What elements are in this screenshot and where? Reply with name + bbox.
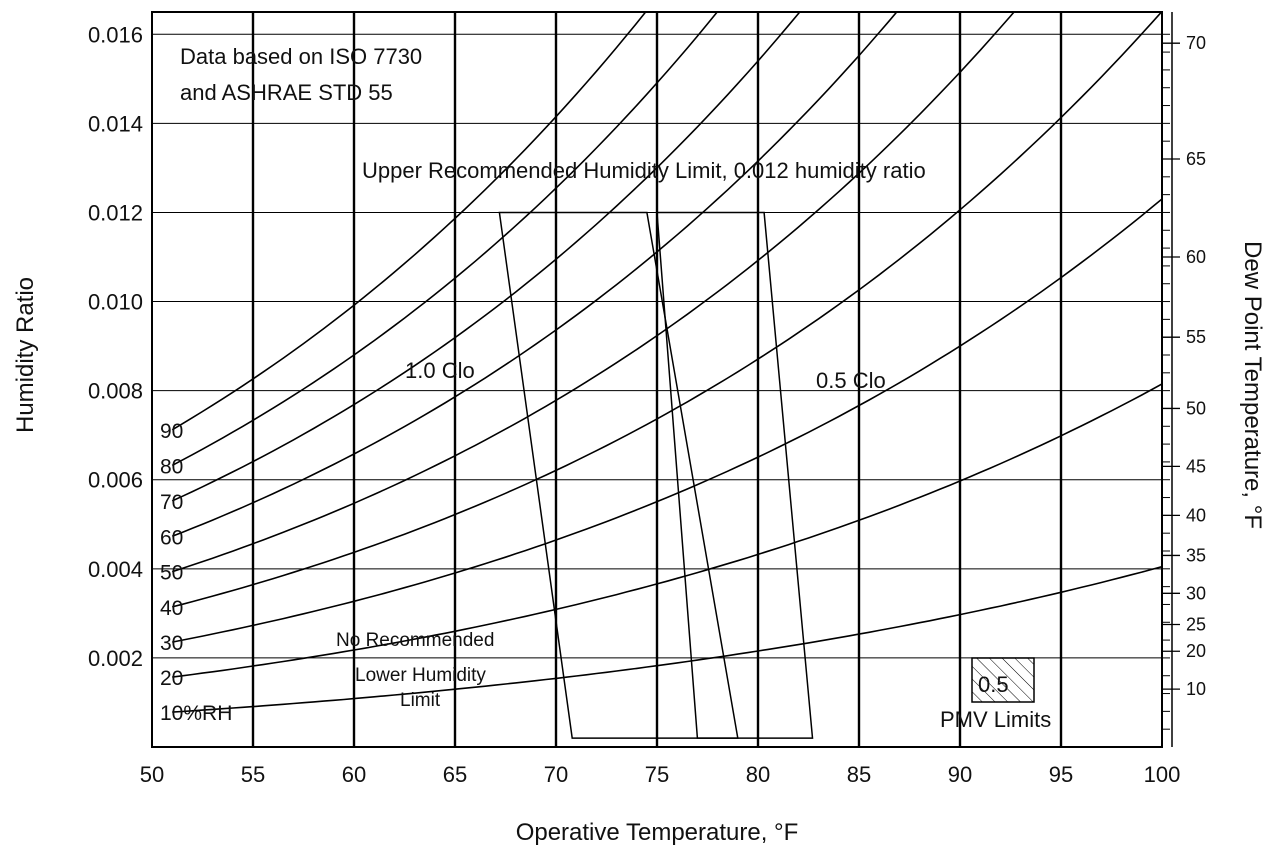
upper-humidity-limit-label: Upper Recommended Humidity Limit, 0.012 …	[362, 158, 926, 183]
dew-point-tick-label: 50	[1186, 398, 1206, 418]
clo-05-label: 0.5 Clo	[816, 368, 886, 393]
y-tick-labels: 0.002 0.004 0.006 0.008 0.010 0.012 0.014 0.016	[88, 22, 143, 671]
y-tick-label: 0.002	[88, 646, 143, 671]
rh-curve	[171, 12, 1016, 573]
rh-curve	[171, 12, 801, 502]
dew-point-tick-label: 70	[1186, 33, 1206, 53]
grid	[152, 12, 1162, 747]
clo-1-label: 1.0 Clo	[405, 358, 475, 383]
rh-curve	[171, 12, 647, 431]
y2-axis-title: Dew Point Temperature, °F	[1239, 241, 1266, 529]
dew-point-tick-label: 40	[1186, 505, 1206, 525]
rh-curve-label: 30	[160, 632, 183, 655]
source-note-line2: and ASHRAE STD 55	[180, 80, 393, 105]
rh-curve	[172, 12, 1162, 608]
source-note-line1: Data based on ISO 7730	[180, 44, 422, 69]
x-tick-label: 95	[1049, 762, 1073, 787]
rh-curve-label: 40	[160, 597, 183, 620]
lower-limit-line2: Lower Humidity	[355, 665, 486, 686]
rh-curve-label: 90	[160, 420, 183, 443]
rh-curve-label: 70	[160, 491, 183, 514]
rh-curve-label: 80	[160, 455, 183, 478]
dew-point-tick-label: 35	[1186, 545, 1206, 565]
dew-point-tick-label: 60	[1186, 247, 1206, 267]
pmv-legend-label: PMV Limits	[940, 707, 1051, 732]
y-tick-label: 0.008	[88, 379, 143, 404]
y-tick-label: 0.010	[88, 290, 143, 315]
x-tick-label: 85	[847, 762, 871, 787]
comfort-zones	[498, 211, 814, 739]
x-tick-label: 90	[948, 762, 972, 787]
y-tick-label: 0.012	[88, 200, 143, 225]
x-tick-label: 70	[544, 762, 568, 787]
pmv-legend-swatch	[971, 657, 1035, 703]
rh-curves	[171, 12, 1162, 713]
y-tick-label: 0.004	[88, 557, 143, 582]
dew-point-tick-label: 45	[1186, 456, 1206, 476]
dew-point-tick-label: 20	[1186, 641, 1206, 661]
rh-curve	[171, 12, 719, 467]
rh-curve-label: 10%RH	[160, 702, 232, 725]
x-tick-label: 75	[645, 762, 669, 787]
plot-frame	[151, 11, 1163, 748]
pmv-legend-swatch-text: 0.5	[978, 672, 1009, 697]
lower-limit-line3: Limit	[400, 690, 441, 711]
dew-point-tick-label: 55	[1186, 327, 1206, 347]
y-tick-label: 0.016	[88, 22, 143, 47]
x-tick-label: 60	[342, 762, 366, 787]
rh-curve-label: 50	[160, 562, 183, 585]
y-axis-title: Humidity Ratio	[12, 277, 39, 433]
rh-curve	[172, 565, 1162, 713]
dew-point-tick-label: 65	[1186, 149, 1206, 169]
x-tick-labels: 50 55 60 65 70 75 80 85 90 95 100	[140, 762, 1181, 787]
rh-curve	[171, 12, 898, 538]
rh-curve	[172, 198, 1162, 643]
x-tick-label: 80	[746, 762, 770, 787]
rh-curve-label: 60	[160, 526, 183, 549]
lower-limit-line1: No Recommended	[336, 630, 494, 651]
x-axis-title: Operative Temperature, °F	[516, 819, 799, 846]
dew-point-tick-label: 25	[1186, 615, 1206, 635]
y-tick-label: 0.014	[88, 111, 143, 136]
x-tick-label: 100	[1144, 762, 1181, 787]
rh-labels: 10%RH 20 30 40 50 60 70 80 90	[160, 420, 232, 725]
dew-point-tick-label: 10	[1186, 679, 1206, 699]
y-tick-label: 0.006	[88, 468, 143, 493]
dew-point-axis: 10 20 25 30 35 40 45 50 55 60 65 70	[1162, 12, 1206, 747]
x-tick-label: 50	[140, 762, 164, 787]
rh-curve	[172, 383, 1162, 678]
comfort-zone-polygon	[656, 211, 814, 739]
x-tick-label: 65	[443, 762, 467, 787]
x-tick-label: 55	[241, 762, 265, 787]
rh-curve-label: 20	[160, 667, 183, 690]
dew-point-tick-label: 30	[1186, 583, 1206, 603]
